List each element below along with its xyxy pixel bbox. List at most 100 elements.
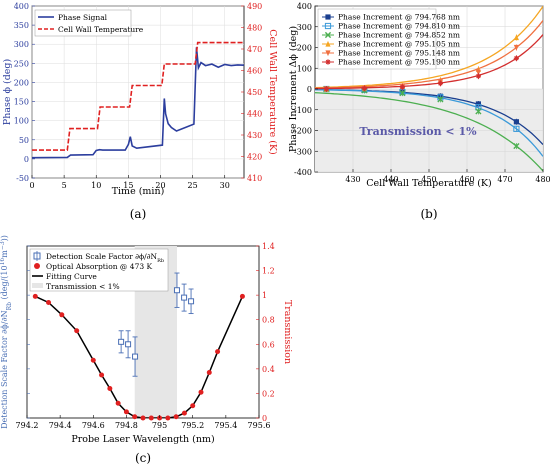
panel-c-absorption-point (198, 389, 204, 395)
panel-c-scale-factor-point (125, 341, 132, 348)
panel-c-absorption-point (206, 370, 212, 376)
panel-b-y-tick-label: 400 (297, 2, 312, 11)
panel-a-x-tick-label: 15 (123, 181, 133, 190)
panel-b-x-tick-label: 440 (383, 175, 398, 184)
panel-c-absorption-point (215, 349, 221, 355)
panel-c-x-tick-label: 794.2 (16, 421, 39, 430)
panel-a-x-axis-label: Time (min) (112, 186, 165, 197)
panel-a-y-axis-label: Phase ϕ (deg) (2, 59, 13, 125)
panel-b-fit-phase-increment-794-852-nm (315, 92, 543, 172)
panel-b-x-tick-label: 430 (345, 175, 360, 184)
panel-c-scale-factor-point (181, 294, 188, 301)
panel-c-legend: Detection Scale Factor ∂ϕ/∂NRb Optical A… (29, 248, 169, 292)
panel-b-legend: Phase Increment @ 794.768 nm Phase Increm… (317, 8, 460, 70)
panel-c-absorption-point (190, 403, 196, 409)
panel-b-legend-label: Phase Increment @ 795.105 nm (338, 40, 460, 49)
panel-a-y2-tick-label: 470 (247, 45, 262, 54)
panel-c-y2-axis-label: Transmission (282, 300, 293, 364)
panel-a-chart: 0 5 10 15 20 25 30 -50050100150200250300350400… (2, 2, 278, 221)
panel-b-point (475, 69, 481, 76)
panel-c-absorption-point (165, 415, 171, 421)
panel-c-absorption-point (99, 372, 105, 378)
panel-a-y-tick-label: 0 (24, 155, 29, 164)
panel-b-point (513, 44, 519, 51)
panel-b-legend-label: Phase Increment @ 794.852 nm (338, 31, 460, 40)
panel-c-y-axis-label: Detection Scale Factor ∂ϕ/∂NRb (deg/(101… (0, 235, 13, 429)
panel-c-y2-tick-label: 0.8 (262, 316, 275, 325)
panel-a-y2-tick-label: 430 (247, 131, 262, 140)
legend-fitting-curve: Fitting Curve (46, 272, 97, 281)
panel-a-x-tick-label: 0 (29, 181, 34, 190)
panel-c-y2-tick-label: 0.6 (262, 340, 275, 349)
panel-c-y2-tick-label: 0.4 (262, 365, 275, 374)
legend-transmission: Transmission < 1% (46, 282, 120, 291)
panel-b-point (399, 90, 406, 97)
panel-b-fit-phase-increment-795-148-nm (315, 20, 543, 89)
panel-a-y2-tick-label: 420 (247, 153, 262, 162)
legend-cell-wall-temperature: Cell Wall Temperature (58, 25, 144, 34)
panel-a-y2-tick-label: 410 (247, 174, 262, 183)
panel-b-point (475, 73, 481, 79)
panel-a-y2-tick-label: 480 (247, 24, 262, 33)
panel-b-x-axis-label: Cell Wall Temperature (K) (366, 178, 491, 189)
legend-detection-scale-factor: Detection Scale Factor ∂ϕ/∂NRb (46, 252, 164, 264)
panel-b-fit-phase-increment-795-105-nm (315, 6, 543, 89)
panel-b-legend-marker (325, 59, 331, 65)
panel-c-absorption-point (140, 415, 146, 421)
legend-phase-signal: Phase Signal (58, 13, 108, 22)
panel-b-point (399, 84, 405, 90)
panel-b-fit-phase-increment-795-190-nm (315, 34, 543, 90)
panel-b-x-tick-label: 450 (421, 175, 436, 184)
panel-c-absorption-point (173, 414, 179, 420)
panel-c-absorption-point (90, 357, 96, 363)
panel-a-x-tick-label: 30 (220, 181, 230, 190)
panel-b-chart: 430 440 450 460 470 480 -400 -300 -200 -100 0 100 2… (288, 2, 550, 221)
panel-c-x-tick-label: 795.4 (214, 421, 237, 430)
panel-b-point (513, 119, 519, 125)
panel-c-absorption-point (107, 386, 113, 392)
panel-b-legend-marker (324, 31, 332, 39)
panel-c-absorption-point (59, 312, 65, 318)
panel-c-chart: 794.2 794.4 794.6 794.8 795 795.2 795.4 795.6 0… (0, 235, 293, 465)
panel-a-y-tick-label: -50 (16, 174, 29, 183)
panel-c-absorption-point (123, 409, 129, 415)
panel-c-x-tick-label: 795.6 (248, 421, 271, 430)
panel-a-y2-tick-label: 440 (247, 110, 262, 119)
panel-a-x-tick-label: 20 (155, 181, 165, 190)
panel-c-scale-factor-point (188, 298, 195, 305)
panel-a-legend: Phase Signal Cell Wall Temperature (34, 9, 144, 37)
panel-a-caption: (a) (130, 207, 147, 221)
panel-c-absorption-point (32, 293, 38, 299)
panel-b-y-tick-label: -400 (294, 168, 312, 177)
panel-b-legend-box (317, 8, 437, 70)
panel-c-x-axis-label: Probe Laser Wavelength (nm) (71, 434, 214, 445)
panel-c-absorption-point (132, 414, 138, 420)
panel-b-x-tick-label: 460 (459, 175, 474, 184)
panel-b-point (437, 96, 444, 103)
panel-b-legend-marker (325, 50, 331, 57)
panel-b-y-tick-label: 100 (297, 64, 312, 73)
panel-b-point (513, 34, 519, 41)
panel-c-absorption-point (46, 300, 52, 306)
panel-a-x-tick-label: 5 (62, 181, 67, 190)
panel-a-y-tick-label: 250 (14, 59, 29, 68)
panel-a-x-tick-label: 10 (91, 181, 101, 190)
panel-b-point (475, 108, 482, 115)
panel-b-x-tick-label: 480 (535, 175, 550, 184)
panel-b-legend-label: Phase Increment @ 794.768 nm (338, 13, 460, 22)
panel-a-series-phase-signal (32, 47, 244, 159)
panel-c-x-tick-label: 795 (152, 421, 167, 430)
panel-b-legend-marker (325, 14, 331, 20)
panel-c-x-tick-label: 794.6 (82, 421, 105, 430)
panel-c-x-tick-label: 794.8 (115, 421, 138, 430)
panel-b-caption: (b) (420, 207, 437, 221)
panel-c-absorption-point (74, 328, 80, 334)
panel-b-point (437, 80, 443, 86)
panel-c-absorption-point (181, 410, 187, 416)
panel-a-y-tick-label: 400 (14, 2, 29, 11)
panel-b-y-tick-label: -100 (294, 106, 312, 115)
panel-b-y-tick-label: 0 (307, 85, 312, 94)
panel-c-x-tick-label: 794.4 (49, 421, 72, 430)
panel-a-y2-tick-label: 450 (247, 88, 262, 97)
